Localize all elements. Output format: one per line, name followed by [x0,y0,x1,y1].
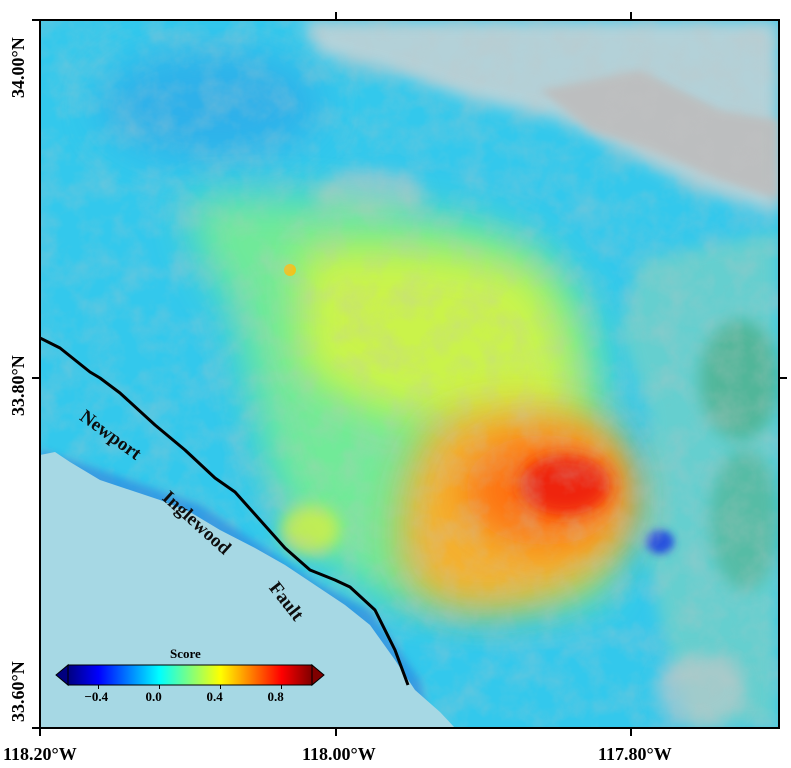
fault-line [40,336,410,686]
colorbar-tick-label: −0.4 [84,689,109,704]
colorbar [55,663,325,689]
x-tick-label: 118.20°W [3,744,77,764]
map-area [40,20,779,728]
x-tick-label: 118.00°W [302,744,376,764]
y-tick-label: 33.80°N [8,355,28,416]
colorbar-tick-label: 0.0 [145,689,162,704]
x-tick-label: 117.80°W [598,744,672,764]
colorbar-title: Score [170,646,201,661]
colorbar-extend-high [311,663,325,687]
colorbar-gradient [67,664,313,686]
colorbar-tick-label: 0.4 [206,689,223,704]
colorbar-extend-low [55,663,69,687]
axis-ticks [32,12,787,736]
y-tick-label: 33.60°N [8,661,28,722]
map-frame [39,19,780,729]
colorbar-tick-label: 0.8 [267,689,284,704]
ocean [40,452,455,728]
y-tick-label: 34.00°N [8,37,28,98]
